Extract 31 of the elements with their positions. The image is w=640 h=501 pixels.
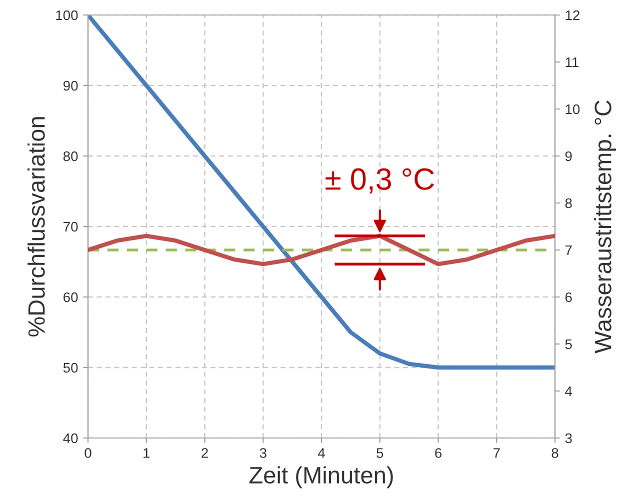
x-tick-label: 2 xyxy=(202,448,208,458)
x-tick-label: 6 xyxy=(435,448,442,458)
y-tick-label: 90 xyxy=(63,80,78,91)
y-tick-label: 70 xyxy=(64,222,78,232)
y-tick-label: 80 xyxy=(63,151,78,162)
x-tick-label: 5 xyxy=(376,448,384,458)
x-tick-label: 4 xyxy=(318,448,325,458)
y2-tick-label: 10 xyxy=(566,104,580,114)
y2-axis-title: Wasseraustrittstemp. °C xyxy=(594,100,616,354)
y2-tick-label: 9 xyxy=(565,151,572,162)
y-tick-label: 50 xyxy=(63,362,78,373)
x-tick-label: 1 xyxy=(144,448,150,458)
y-tick-label: 100 xyxy=(56,10,78,20)
line-series xyxy=(88,234,555,266)
x-tick-label: 7 xyxy=(493,448,500,458)
y2-tick-label: 6 xyxy=(565,292,572,302)
y2-tick-label: 11 xyxy=(566,57,578,68)
y2-tick-label: 4 xyxy=(565,386,572,396)
y2-tick-label: 7 xyxy=(565,245,572,256)
x-tick-label: 3 xyxy=(260,448,266,458)
y-tick-label: 40 xyxy=(63,433,78,444)
x-axis-title: Zeit (Minuten) xyxy=(249,466,393,488)
y-axis-title: %Durchflussvariation xyxy=(28,117,45,337)
y-tick-label: 60 xyxy=(64,292,78,302)
annotation: ± 0,3 °C xyxy=(326,168,434,194)
y2-tick-label: 8 xyxy=(565,198,572,208)
x-tick-label: 0 xyxy=(84,448,92,458)
y2-tick-label: 3 xyxy=(565,433,572,444)
y2-tick-label: 12 xyxy=(566,10,580,20)
y2-tick-label: 5 xyxy=(565,339,572,350)
x-tick-label: 8 xyxy=(552,448,558,458)
